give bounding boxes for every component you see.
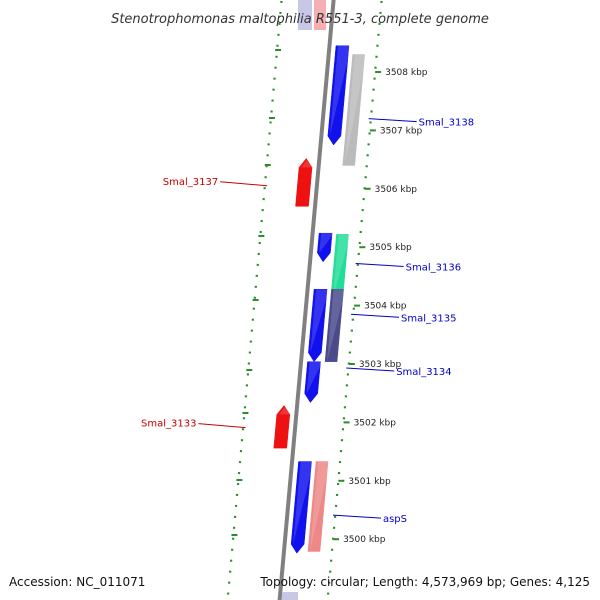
scale-tick-label: 3508 kbp <box>385 68 428 78</box>
gc-track-left <box>226 0 283 600</box>
feature-smal-3138-gene[interactable] <box>327 45 350 146</box>
scale-tick-label: 3500 kbp <box>343 535 386 545</box>
scale-ticks: 3508 kbp 3507 kbp 3506 kbp 3505 kbp 3504 kbp… <box>333 68 428 545</box>
gene-label-leader <box>220 181 268 187</box>
gene-label-smal-3138[interactable]: Smal_3138 <box>419 118 474 129</box>
feature-partial-top-2 <box>314 0 326 30</box>
feature-partial-top-1 <box>298 0 312 30</box>
gene-label-smal-3134[interactable]: Smal_3134 <box>396 367 451 378</box>
gene-labels: Smal_3138 Smal_3137 Smal_3136 Smal_3135 Smal… <box>141 118 474 526</box>
feature-smal-3138-cds[interactable] <box>342 54 365 166</box>
feature-smal-3135-cds[interactable] <box>324 288 344 362</box>
gene-label-smal-3135[interactable]: Smal_3135 <box>401 313 456 324</box>
scale-tick-label: 3507 kbp <box>380 126 423 136</box>
feature-layer <box>273 0 367 600</box>
feature-smal-3137-gene[interactable] <box>295 158 313 207</box>
gene-label-smal-3133[interactable]: Smal_3133 <box>141 419 196 430</box>
feature-asps-gene[interactable] <box>290 461 312 554</box>
gene-label-leader <box>351 313 400 318</box>
gc-dot-tracks <box>226 0 383 600</box>
gene-label-leader <box>346 367 395 372</box>
accession-text: Accession: NC_011071 <box>9 575 145 589</box>
feature-shade <box>332 234 351 300</box>
feature-smal-3133-gene[interactable] <box>273 405 291 449</box>
feature-shade <box>306 361 323 394</box>
scale-tick-label: 3505 kbp <box>369 243 412 253</box>
feature-shade <box>310 289 330 353</box>
feature-shade <box>344 54 367 166</box>
feature-smal-3136-gene[interactable] <box>317 232 333 263</box>
scale-tick-label: 3501 kbp <box>348 477 391 487</box>
gene-label-leader <box>198 423 246 429</box>
scale-tick-label: 3504 kbp <box>364 302 407 312</box>
gene-label-smal-3136[interactable]: Smal_3136 <box>406 262 461 273</box>
feature-shade <box>319 233 335 253</box>
topology-text: Topology: circular; Length: 4,573,969 bp… <box>259 575 590 589</box>
gene-label-smal-3137[interactable]: Smal_3137 <box>163 177 218 188</box>
feature-shade <box>329 45 351 136</box>
backbone-layer <box>277 0 336 600</box>
feature-asps-cds[interactable] <box>307 461 329 552</box>
scale-tick-label: 3506 kbp <box>375 185 418 195</box>
gene-label-leader <box>355 262 404 267</box>
scale-tick-label: 3503 kbp <box>359 360 402 370</box>
feature-shade <box>278 405 292 415</box>
gene-label-asps[interactable]: aspS <box>383 514 407 525</box>
map-title: Stenotrophomonas maltophilia R551-3, com… <box>111 12 489 27</box>
feature-smal-3135-gene[interactable] <box>308 288 328 363</box>
gene-label-leader <box>332 514 381 519</box>
feature-shade <box>309 461 331 552</box>
feature-smal-3134-gene[interactable] <box>304 361 321 403</box>
feature-partial-bottom <box>282 592 298 600</box>
gc-track-right <box>326 0 383 600</box>
feature-shade <box>301 158 315 168</box>
feature-shade <box>293 461 314 545</box>
genome-backbone <box>277 0 336 600</box>
feature-shade <box>327 289 346 362</box>
gene-label-leader <box>368 118 417 123</box>
scale-tick-label: 3502 kbp <box>354 418 397 428</box>
